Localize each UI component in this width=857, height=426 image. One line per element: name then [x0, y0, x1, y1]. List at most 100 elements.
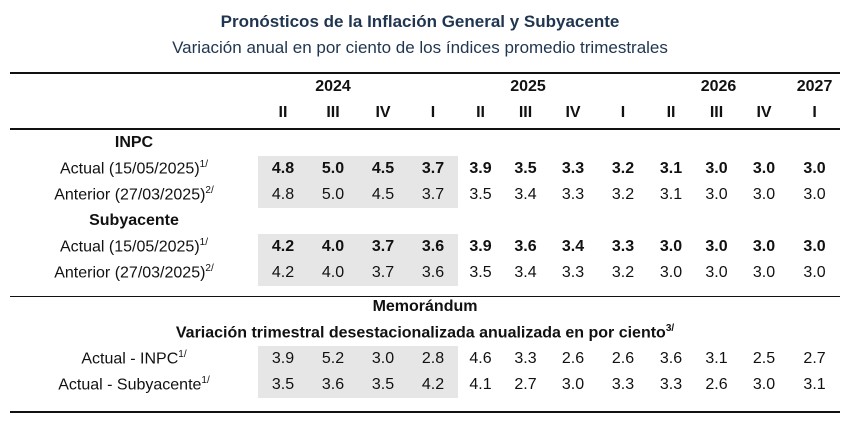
value-cell: 3.4: [514, 186, 537, 203]
value-cell: 2.7: [514, 376, 537, 393]
value-cell: 4.1: [469, 376, 492, 393]
value-cell: 3.0: [659, 238, 683, 255]
value-cell: 3.1: [659, 160, 683, 177]
quarter-label: III: [326, 104, 340, 121]
section-row: INPC: [10, 130, 840, 156]
value-cell: 3.3: [561, 264, 585, 281]
value-cell: 3.6: [659, 350, 683, 367]
value-cell: 3.2: [611, 186, 635, 203]
value-cell: 2.6: [611, 350, 635, 367]
quarter-label: III: [709, 104, 724, 121]
value-cell: 4.0: [308, 260, 358, 286]
year-2025: 2025: [510, 78, 546, 95]
value-cell: 3.5: [358, 372, 409, 398]
value-cell: 3.3: [561, 160, 585, 177]
value-cell: 3.0: [561, 376, 585, 393]
memo-label: Memorándum: [372, 298, 478, 315]
section-row: Subyacente: [10, 208, 840, 234]
row-label: Anterior (27/03/2025)2/: [54, 263, 214, 282]
value-cell: 3.0: [358, 346, 409, 372]
quarter-label: II: [278, 104, 288, 121]
quarter-label: I: [812, 104, 817, 121]
memo-subtitle-row: Variación trimestral desestacionalizada …: [10, 320, 840, 346]
value-cell: 3.3: [561, 186, 585, 203]
value-cell: 3.4: [514, 264, 537, 281]
value-cell: 3.1: [803, 376, 826, 393]
value-cell: 3.2: [611, 160, 635, 177]
bottom-rule: [10, 411, 840, 413]
table-row: Actual - Subyacente1/ 3.5 3.6 3.5 4.2 4.1 2.7…: [10, 372, 840, 398]
quarter-label: II: [476, 104, 485, 121]
value-cell: 2.7: [803, 350, 826, 367]
quarter-label: I: [620, 104, 626, 121]
value-cell: 3.6: [308, 372, 358, 398]
value-cell: 4.2: [258, 234, 308, 260]
row-label: Actual - INPC1/: [81, 349, 187, 368]
value-cell: 3.9: [469, 238, 492, 255]
year-2024: 2024: [315, 78, 351, 95]
value-cell: 3.0: [659, 264, 683, 281]
value-cell: 3.0: [803, 186, 826, 203]
quarter-label: IV: [565, 104, 581, 121]
page-subtitle: Variación anual en por ciento de los índ…: [172, 38, 668, 57]
row-label: Actual - Subyacente1/: [58, 375, 210, 394]
table-row: Actual - INPC1/ 3.9 5.2 3.0 2.8 4.6 3.3 2.6 2.6…: [10, 346, 840, 372]
value-cell: 2.6: [705, 376, 728, 393]
value-cell: 3.7: [408, 182, 459, 208]
value-cell: 4.8: [258, 156, 308, 182]
row-label: Actual (15/05/2025)1/: [60, 237, 208, 256]
memo-subtitle: Variación trimestral desestacionalizada …: [175, 323, 675, 342]
year-2026: 2026: [700, 78, 737, 95]
year-header-row: 2024 2025 2026 2027: [10, 74, 840, 100]
table-row: Actual (15/05/2025)1/ 4.8 5.0 4.5 3.7 3.9 3.5…: [10, 156, 840, 182]
value-cell: 3.6: [514, 238, 537, 255]
value-cell: 3.3: [514, 350, 537, 367]
section-inpc-label: INPC: [114, 134, 154, 151]
top-rule: [10, 72, 840, 74]
value-cell: 3.0: [803, 160, 826, 177]
quarter-label: IV: [756, 104, 772, 121]
value-cell: 3.7: [408, 156, 459, 182]
value-cell: 3.3: [659, 376, 683, 393]
value-cell: 3.0: [705, 264, 728, 281]
value-cell: 3.0: [705, 238, 728, 255]
row-label: Anterior (27/03/2025)2/: [54, 185, 214, 204]
value-cell: 3.5: [469, 264, 492, 281]
memo-row: Memorándum: [10, 294, 840, 320]
value-cell: 3.6: [408, 234, 459, 260]
year-2027: 2027: [796, 78, 833, 95]
value-cell: 4.8: [258, 182, 308, 208]
page-title: Pronósticos de la Inflación General y Su…: [220, 12, 620, 31]
quarter-label: I: [430, 104, 436, 121]
value-cell: 3.5: [469, 186, 492, 203]
quarter-label: III: [518, 104, 533, 121]
value-cell: 3.7: [358, 260, 409, 286]
quarter-label: IV: [375, 104, 391, 121]
value-cell: 2.8: [408, 346, 459, 372]
value-cell: 5.0: [308, 182, 358, 208]
value-cell: 3.0: [752, 238, 776, 255]
value-cell: 4.6: [469, 350, 492, 367]
header-spacer: [10, 74, 258, 100]
value-cell: 3.7: [358, 234, 409, 260]
memo-separator-rule: [10, 296, 840, 297]
value-cell: 3.0: [752, 376, 776, 393]
value-cell: 3.6: [408, 260, 459, 286]
value-cell: 2.5: [752, 350, 776, 367]
quarter-label: II: [666, 104, 676, 121]
value-cell: 3.5: [258, 372, 308, 398]
forecast-table: 2024 2025 2026 2027 II III IV I II III I…: [10, 74, 840, 398]
table-row: Anterior (27/03/2025)2/ 4.8 5.0 4.5 3.7 3.5 3…: [10, 182, 840, 208]
section-subyacente-label: Subyacente: [89, 212, 179, 229]
value-cell: 3.4: [561, 238, 585, 255]
value-cell: 3.3: [611, 238, 635, 255]
value-cell: 3.0: [752, 160, 776, 177]
value-cell: 3.0: [803, 264, 826, 281]
value-cell: 4.2: [408, 372, 459, 398]
value-cell: 3.0: [705, 186, 728, 203]
row-label: Actual (15/05/2025)1/: [60, 159, 208, 178]
value-cell: 2.6: [561, 350, 585, 367]
value-cell: 3.9: [258, 346, 308, 372]
value-cell: 4.5: [358, 182, 409, 208]
value-cell: 5.0: [308, 156, 358, 182]
